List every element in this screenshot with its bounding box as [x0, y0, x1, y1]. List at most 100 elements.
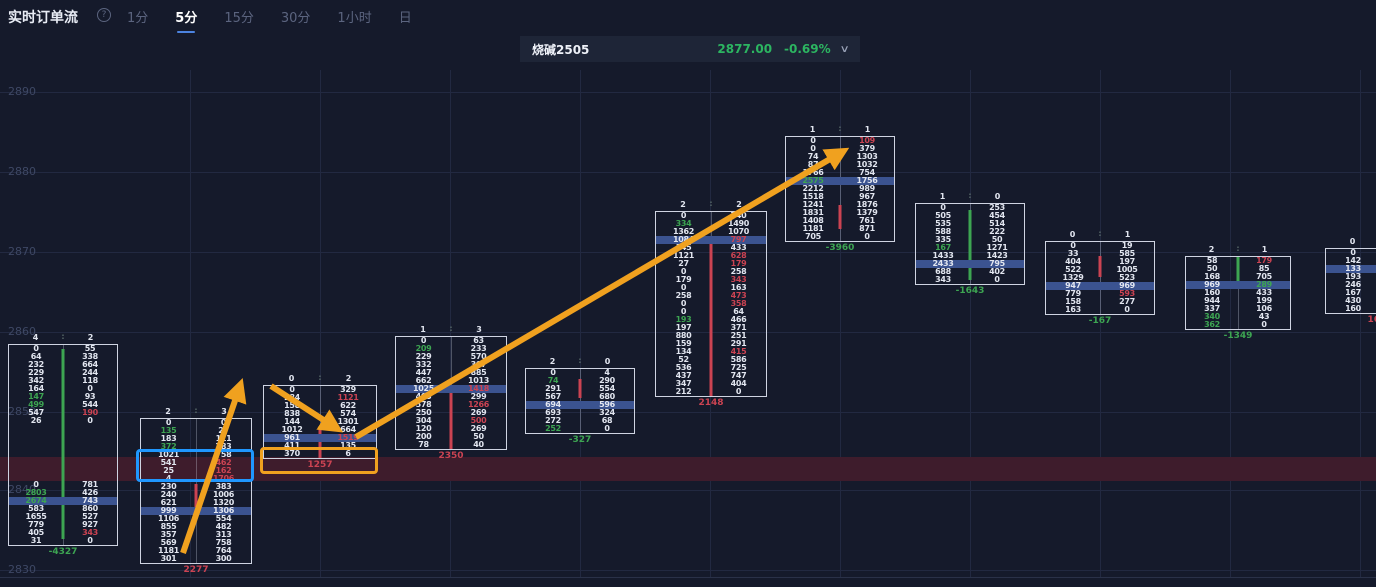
ask-volume: 514	[989, 219, 1005, 228]
column-header: 4: 2	[8, 332, 118, 344]
header-left-count: 1	[809, 125, 816, 134]
bid-volume: 411	[284, 441, 300, 450]
footprint-row: 405 299	[396, 393, 506, 401]
bid-volume: 158	[1065, 297, 1081, 306]
footprint-column[interactable]: 1:3 0 63 209 233 229 570 332 307 447 885 662 1013 102…	[395, 324, 507, 461]
footprint-column[interactable]: 2:2 0 740 334 1490 1362 1070 1084 797 145 433 1121 6…	[655, 199, 767, 408]
grid-line	[970, 70, 971, 577]
bid-volume: 535	[935, 219, 951, 228]
grid-line	[320, 70, 321, 577]
bid-volume: 1329	[1062, 273, 1084, 282]
ask-volume: 6	[345, 449, 351, 458]
timeframe-tab-0[interactable]: 1分	[127, 11, 149, 26]
ask-volume: 1876	[856, 200, 878, 209]
bid-volume: 26	[30, 416, 42, 425]
ask-volume	[63, 425, 117, 433]
contract-selector[interactable]: 烧碱2505 2877.00 -0.69% ∨	[520, 36, 860, 62]
footprint-row: 332 307	[396, 361, 506, 369]
bid-volume: 212	[675, 387, 692, 396]
footprint-row: 2433 795	[916, 260, 1024, 268]
chevron-down-icon[interactable]: ∨	[839, 43, 850, 55]
footprint-row: 1084 797	[656, 236, 766, 244]
bid-volume: 430	[1345, 296, 1361, 305]
ask-volume: 222	[989, 227, 1005, 236]
footprint-column[interactable]: 2: 1 58 179 50 85 168 705 969 289 160 433 944 199 337 1…	[1185, 244, 1291, 341]
grid-line	[580, 70, 581, 577]
column-header: 2:0	[525, 356, 635, 368]
help-icon[interactable]: ?	[97, 8, 111, 22]
bid-volume: 50	[1206, 264, 1218, 273]
ask-volume: 43	[1258, 312, 1270, 321]
ask-volume: 0	[87, 416, 93, 425]
footprint-row: 230 383	[141, 483, 251, 491]
timeframe-tab-5[interactable]: 日	[398, 11, 412, 26]
timeframe-tab-1[interactable]: 5分	[175, 7, 197, 33]
ask-volume: 1301	[337, 417, 359, 426]
timeframe-tab-3[interactable]: 30分	[280, 11, 311, 26]
candle	[1098, 256, 1102, 277]
bid-volume: 944	[1204, 296, 1220, 305]
footprint-column[interactable]: 1:0 0 253 505 454 535 514 588 222 335 50 167 1271 143…	[915, 191, 1025, 296]
selection-box[interactable]	[136, 449, 254, 482]
y-axis-label: 2880	[8, 165, 36, 178]
bid-volume: 0	[810, 136, 816, 145]
column-header: 1: 0	[915, 191, 1025, 203]
timeframe-tab-4[interactable]: 1小时	[337, 11, 372, 26]
footprint-row: 64 338	[9, 353, 117, 361]
delta-label: 1257	[307, 460, 333, 470]
footprint-column[interactable]: 0:01421331932461674301601661	[1325, 236, 1376, 325]
ask-volume: 1032	[856, 160, 878, 169]
bid-volume: 160	[1345, 304, 1361, 313]
ask-volume: 1756	[856, 176, 878, 185]
ask-volume: 527	[82, 512, 98, 521]
ask-volume: 0	[1124, 305, 1130, 314]
ask-volume: 1303	[856, 152, 878, 161]
footprint-row: 240 1006	[141, 491, 251, 499]
ask-volume: 1005	[1116, 265, 1138, 274]
annotation-box[interactable]	[260, 447, 378, 474]
column-header: 2:2	[655, 199, 767, 211]
footprint-column[interactable]: 4:2 0 55 64 338 232 664 229 244 342 118 164 0 147 93 49…	[8, 332, 118, 557]
ask-volume: 199	[1256, 296, 1272, 305]
footprint-row: 0	[1326, 249, 1376, 257]
footprint-row	[9, 473, 117, 481]
footprint-column[interactable]: 0:1 0 19 33 585 404 197 522 1005 1329 523 947 969 779…	[1045, 229, 1155, 326]
column-header: 0:	[1325, 236, 1376, 248]
contract-name: 烧碱2505	[532, 42, 590, 57]
bid-volume: 505	[935, 211, 951, 220]
footprint-row: 357 313	[141, 531, 251, 539]
footprint-row: 0 163	[656, 284, 766, 292]
ask-volume: 761	[859, 216, 875, 225]
grid-line	[0, 172, 1376, 173]
timeframe-tab-2[interactable]: 15分	[224, 11, 254, 26]
bid-volume: 0	[33, 480, 39, 489]
bid-volume: 343	[935, 275, 951, 284]
header-colon: :	[61, 332, 65, 341]
footprint-column[interactable]: 2:0 0 4 74 290 291 554 567 680 694 596 693 324 272 68 2…	[525, 356, 635, 445]
footprint-row: 163 0	[1046, 306, 1154, 314]
ask-volume: 289	[1256, 280, 1272, 289]
footprint-row	[9, 433, 117, 441]
footprint-column[interactable]: 1:1 0 109 0 379 74 1303 87 1032 1766 754 2575 1756 22…	[785, 124, 895, 253]
footprint-box: 58 179 50 85 168 705 969 289 160 433 944 199 337 106 3…	[1185, 256, 1291, 330]
ask-volume	[63, 449, 117, 457]
grid-line	[0, 92, 1376, 93]
footprint-row: 135 27	[141, 427, 251, 435]
footprint-row: 342 118	[9, 377, 117, 385]
ask-volume: 0	[1261, 320, 1267, 329]
footprint-row: 0 63	[396, 337, 506, 345]
footprint-row: 1433 1423	[916, 252, 1024, 260]
bid-volume	[9, 465, 63, 473]
bid-volume: 370	[284, 449, 300, 458]
ask-volume	[63, 433, 117, 441]
footprint-row	[9, 457, 117, 465]
footprint-column[interactable]: 2:3 0 0 135 27 183 111 372 783 1021 758 541 462 25 162…	[140, 406, 252, 575]
ask-volume: 0	[864, 232, 870, 241]
bid-volume: 499	[28, 400, 44, 409]
bid-volume	[9, 441, 63, 449]
footprint-row: 164 0	[9, 385, 117, 393]
footprint-row: 944 199	[1186, 297, 1290, 305]
footprint-row: 1012 664	[264, 426, 376, 434]
bid-volume: 147	[28, 392, 44, 401]
